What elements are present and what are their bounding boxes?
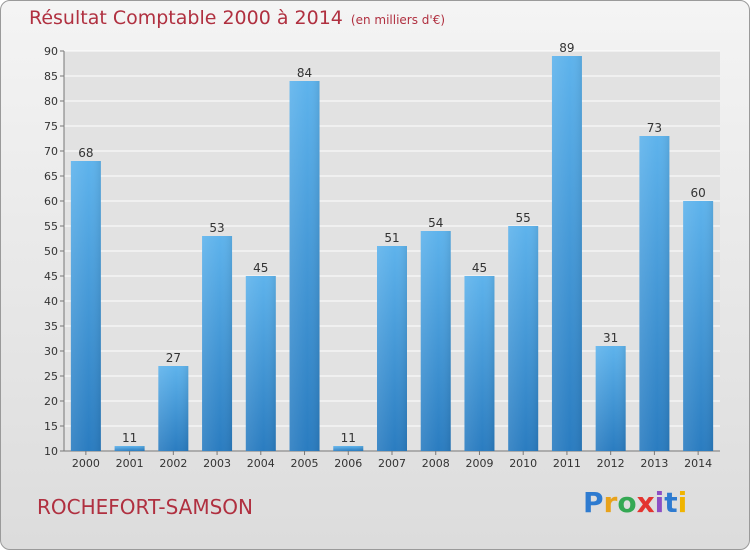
- x-tick-label: 2014: [684, 457, 712, 470]
- y-tick-label: 85: [44, 70, 58, 83]
- x-tick-label: 2007: [378, 457, 406, 470]
- data-label: 11: [341, 431, 356, 445]
- y-tick-label: 40: [44, 295, 58, 308]
- y-tick-label: 90: [44, 45, 58, 58]
- chart-title: Résultat Comptable 2000 à 2014 (en millie…: [29, 7, 445, 29]
- logo-letter: t: [664, 486, 678, 519]
- x-tick-label: 2000: [72, 457, 100, 470]
- bar-shade: [202, 236, 233, 451]
- x-tick-label: 2010: [509, 457, 537, 470]
- logo-letter: i: [677, 486, 688, 519]
- data-label: 68: [78, 146, 93, 160]
- bar-shade: [420, 231, 451, 451]
- bar-shade: [508, 226, 539, 451]
- logo-letter: o: [617, 486, 637, 519]
- y-tick-label: 45: [44, 270, 58, 283]
- y-tick-label: 65: [44, 170, 58, 183]
- data-label: 84: [297, 66, 312, 80]
- bar-shade: [683, 201, 714, 451]
- y-tick-label: 75: [44, 120, 58, 133]
- y-tick-label: 35: [44, 320, 58, 333]
- data-label: 89: [559, 41, 574, 55]
- data-label: 54: [428, 216, 443, 230]
- y-tick-label: 10: [44, 445, 58, 458]
- bar-shade: [595, 346, 626, 451]
- x-tick-label: 2009: [465, 457, 493, 470]
- y-tick-label: 20: [44, 395, 58, 408]
- location-name: ROCHEFORT-SAMSON: [37, 495, 253, 519]
- y-tick-label: 80: [44, 95, 58, 108]
- proxiti-logo: Proxiti: [583, 486, 687, 519]
- x-tick-label: 2012: [597, 457, 625, 470]
- bar-shade: [551, 56, 582, 451]
- y-tick-label: 60: [44, 195, 58, 208]
- y-tick-label: 70: [44, 145, 58, 158]
- data-label: 51: [384, 231, 399, 245]
- data-label: 53: [209, 221, 224, 235]
- chart-title-text: Résultat Comptable 2000 à 2014: [29, 7, 343, 29]
- bar-shade: [158, 366, 189, 451]
- y-tick-label: 15: [44, 420, 58, 433]
- logo-letter: P: [583, 486, 604, 519]
- y-tick-label: 50: [44, 245, 58, 258]
- bar-shade: [639, 136, 670, 451]
- x-tick-label: 2013: [640, 457, 668, 470]
- x-tick-label: 2003: [203, 457, 231, 470]
- y-tick-label: 55: [44, 220, 58, 233]
- x-tick-label: 2005: [291, 457, 319, 470]
- x-tick-label: 2006: [334, 457, 362, 470]
- x-tick-label: 2001: [116, 457, 144, 470]
- x-tick-label: 2011: [553, 457, 581, 470]
- x-tick-label: 2008: [422, 457, 450, 470]
- data-label: 31: [603, 331, 618, 345]
- chart-subtitle: (en milliers d'€): [350, 13, 446, 27]
- bar-shade: [464, 276, 495, 451]
- data-label: 45: [253, 261, 268, 275]
- data-label: 11: [122, 431, 137, 445]
- y-tick-label: 30: [44, 345, 58, 358]
- bar-shade: [289, 81, 320, 451]
- data-label: 60: [690, 186, 705, 200]
- data-label: 55: [516, 211, 531, 225]
- logo-letter: x: [636, 486, 655, 519]
- logo-letter: r: [603, 486, 618, 519]
- bar-shade: [377, 246, 407, 451]
- y-tick-label: 25: [44, 370, 58, 383]
- data-label: 45: [472, 261, 487, 275]
- x-tick-label: 2002: [159, 457, 187, 470]
- x-tick-label: 2004: [247, 457, 275, 470]
- bar-shade: [245, 276, 276, 451]
- data-label: 27: [166, 351, 181, 365]
- bar-shade: [70, 161, 101, 451]
- bar-shade: [114, 446, 145, 451]
- data-label: 73: [647, 121, 662, 135]
- logo-letter: i: [654, 486, 665, 519]
- bar-shade: [333, 446, 364, 451]
